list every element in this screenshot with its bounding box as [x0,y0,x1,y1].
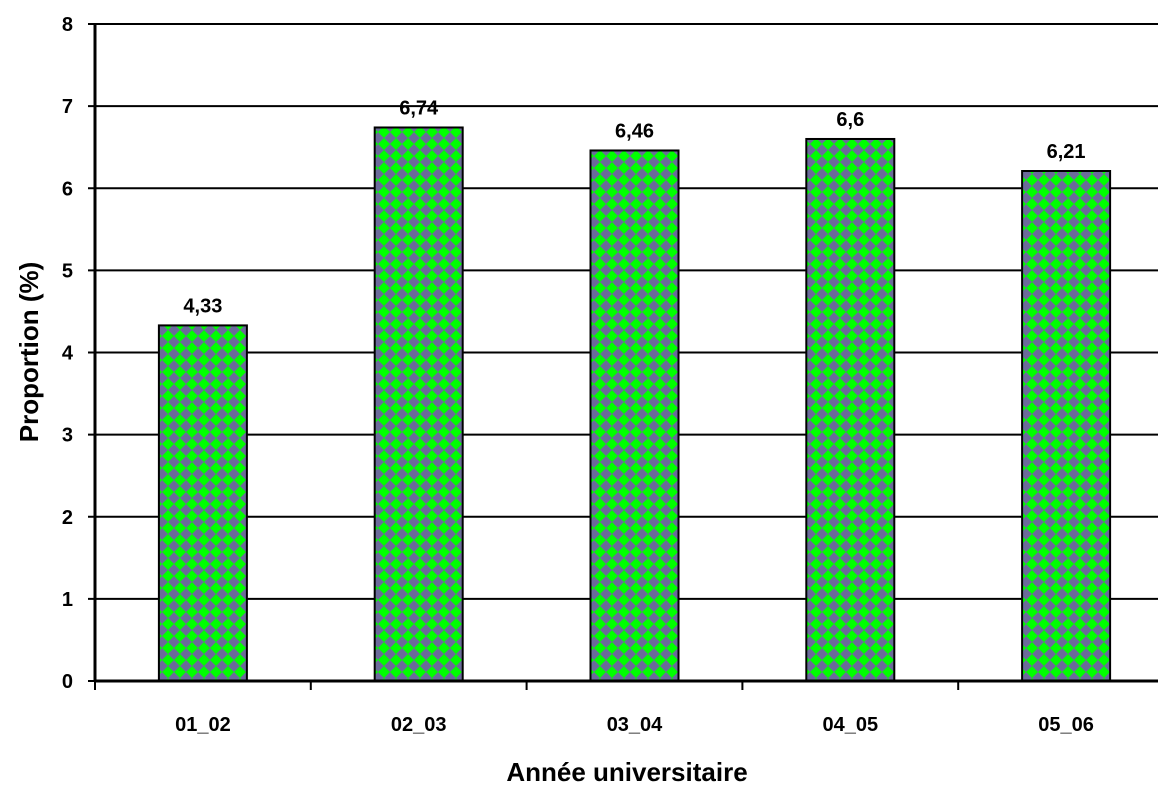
x-tick-label-04_05: 04_05 [822,714,878,736]
x-axis-title: Année universitaire [506,757,747,785]
x-tick-label-05_06: 05_06 [1038,714,1094,736]
y-tick-label-8: 8 [62,14,73,36]
y-tick-label-4: 4 [62,343,74,365]
y-tick-label-0: 0 [62,671,73,693]
bars [157,126,1112,683]
bar-04_05 [805,137,896,683]
bar-05_06 [1021,170,1112,682]
bar-02_03 [373,126,464,683]
y-axis-title: Proportion (%) [14,262,44,443]
data-label-01_02: 4,33 [183,295,222,317]
y-tick-label-6: 6 [62,178,73,200]
data-label-02_03: 6,74 [399,97,439,119]
bar-03_04 [589,149,680,683]
x-tick-label-03_04: 03_04 [607,714,663,736]
x-tick-label-01_02: 01_02 [175,714,231,736]
data-labels: 4,33 6,74 6,46 6,6 6,21 [183,97,1085,317]
data-label-04_05: 6,6 [836,109,864,131]
x-tick-labels: 01_02 02_03 03_04 04_05 05_06 [175,714,1094,736]
data-label-05_06: 6,21 [1047,141,1086,163]
y-tick-label-7: 7 [62,96,73,118]
y-tick-label-3: 3 [62,425,73,447]
bar-01_02 [157,324,248,682]
y-tick-label-2: 2 [62,507,73,529]
y-tick-label-5: 5 [62,260,73,282]
y-tick-labels: 0 1 2 3 4 5 6 7 8 [62,14,74,693]
y-tick-label-1: 1 [62,589,73,611]
axes [88,23,1158,690]
x-tick-label-02_03: 02_03 [391,714,447,736]
data-label-03_04: 6,46 [615,120,654,142]
